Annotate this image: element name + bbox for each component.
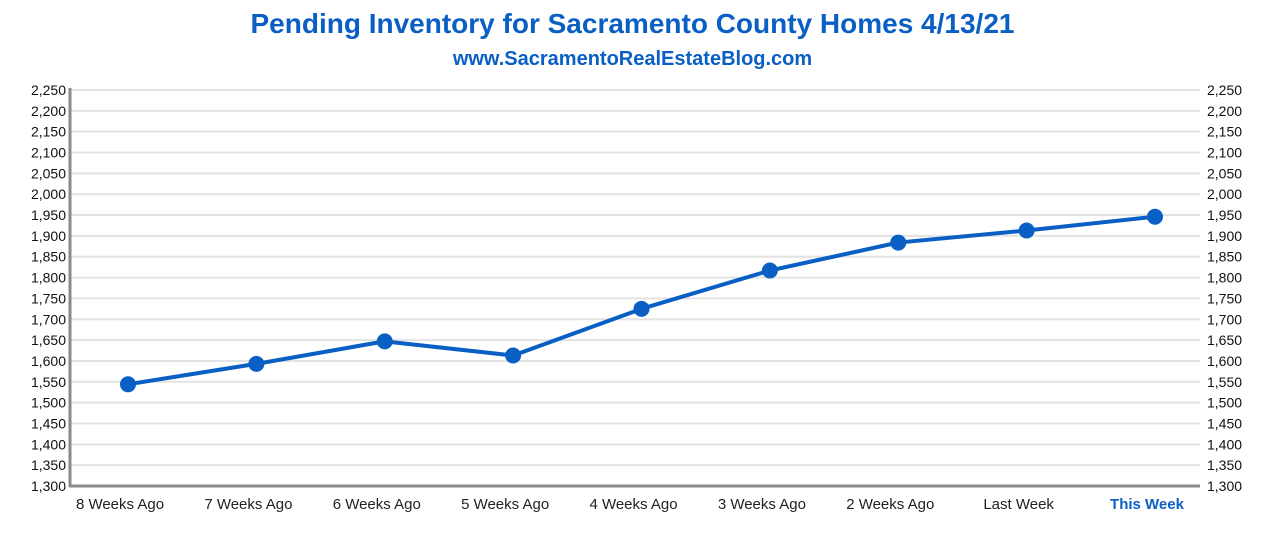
data-point xyxy=(890,234,907,251)
y-tick-label-right: 1,950 xyxy=(1207,207,1242,223)
chart-title: Pending Inventory for Sacramento County … xyxy=(250,8,1015,39)
y-tick-label-left: 1,750 xyxy=(31,290,66,306)
data-point xyxy=(761,262,778,279)
y-tick-label-left: 1,650 xyxy=(31,332,66,348)
y-tick-label-right: 2,050 xyxy=(1207,165,1242,181)
y-tick-label-left: 2,250 xyxy=(31,82,66,98)
y-tick-label-left: 2,050 xyxy=(31,165,66,181)
y-tick-label-left: 1,450 xyxy=(31,415,66,431)
x-tick-label: Last Week xyxy=(983,496,1054,513)
x-tick-label: 8 Weeks Ago xyxy=(76,496,164,513)
y-tick-label-right: 1,750 xyxy=(1207,290,1242,306)
y-tick-label-left: 1,700 xyxy=(31,311,66,327)
y-tick-label-right: 1,700 xyxy=(1207,311,1242,327)
y-tick-label-left: 1,550 xyxy=(31,374,66,390)
x-tick-label: 2 Weeks Ago xyxy=(846,496,934,513)
y-tick-label-left: 2,000 xyxy=(31,186,66,202)
data-point xyxy=(248,355,265,372)
y-tick-label-right: 1,650 xyxy=(1207,332,1242,348)
y-tick-label-right: 2,200 xyxy=(1207,103,1242,119)
y-tick-label-left: 1,500 xyxy=(31,395,66,411)
y-tick-label-right: 1,450 xyxy=(1207,415,1242,431)
y-tick-label-left: 1,300 xyxy=(31,478,66,494)
y-tick-label-right: 1,300 xyxy=(1207,478,1242,494)
x-tick-label: 4 Weeks Ago xyxy=(589,496,677,513)
y-tick-label-right: 1,350 xyxy=(1207,457,1242,473)
x-tick-label: 3 Weeks Ago xyxy=(718,496,806,513)
y-tick-label-right: 1,900 xyxy=(1207,228,1242,244)
x-tick-label: This Week xyxy=(1110,496,1185,513)
y-tick-label-left: 1,600 xyxy=(31,353,66,369)
y-tick-label-right: 2,000 xyxy=(1207,186,1242,202)
y-tick-label-right: 2,150 xyxy=(1207,124,1242,140)
x-tick-label: 6 Weeks Ago xyxy=(333,496,421,513)
data-point xyxy=(1018,222,1035,239)
y-tick-label-right: 2,100 xyxy=(1207,145,1242,161)
y-tick-label-left: 2,150 xyxy=(31,124,66,140)
y-tick-label-left: 2,100 xyxy=(31,145,66,161)
chart-subtitle: www.SacramentoRealEstateBlog.com xyxy=(452,48,813,70)
y-tick-label-right: 1,400 xyxy=(1207,436,1242,452)
y-tick-label-right: 1,550 xyxy=(1207,374,1242,390)
y-tick-label-right: 1,800 xyxy=(1207,270,1242,286)
series-line xyxy=(127,214,1156,387)
data-point xyxy=(120,376,136,393)
y-tick-label-left: 1,400 xyxy=(31,436,66,452)
y-tick-label-right: 2,250 xyxy=(1207,82,1242,98)
y-tick-label-left: 1,800 xyxy=(31,270,66,286)
y-tick-label-left: 1,850 xyxy=(31,249,66,265)
y-tick-label-left: 1,950 xyxy=(31,207,66,223)
x-tick-label: 5 Weeks Ago xyxy=(461,496,549,513)
y-tick-label-right: 1,850 xyxy=(1207,249,1242,265)
data-point xyxy=(505,347,522,364)
data-point xyxy=(376,333,393,350)
y-tick-label-left: 1,350 xyxy=(31,457,66,473)
y-tick-label-left: 1,900 xyxy=(31,228,66,244)
y-tick-label-right: 1,500 xyxy=(1207,395,1242,411)
data-point xyxy=(1147,208,1163,225)
y-tick-label-right: 1,600 xyxy=(1207,353,1242,369)
data-point xyxy=(633,300,650,317)
y-tick-label-left: 2,200 xyxy=(31,103,66,119)
x-tick-label: 7 Weeks Ago xyxy=(204,496,292,513)
